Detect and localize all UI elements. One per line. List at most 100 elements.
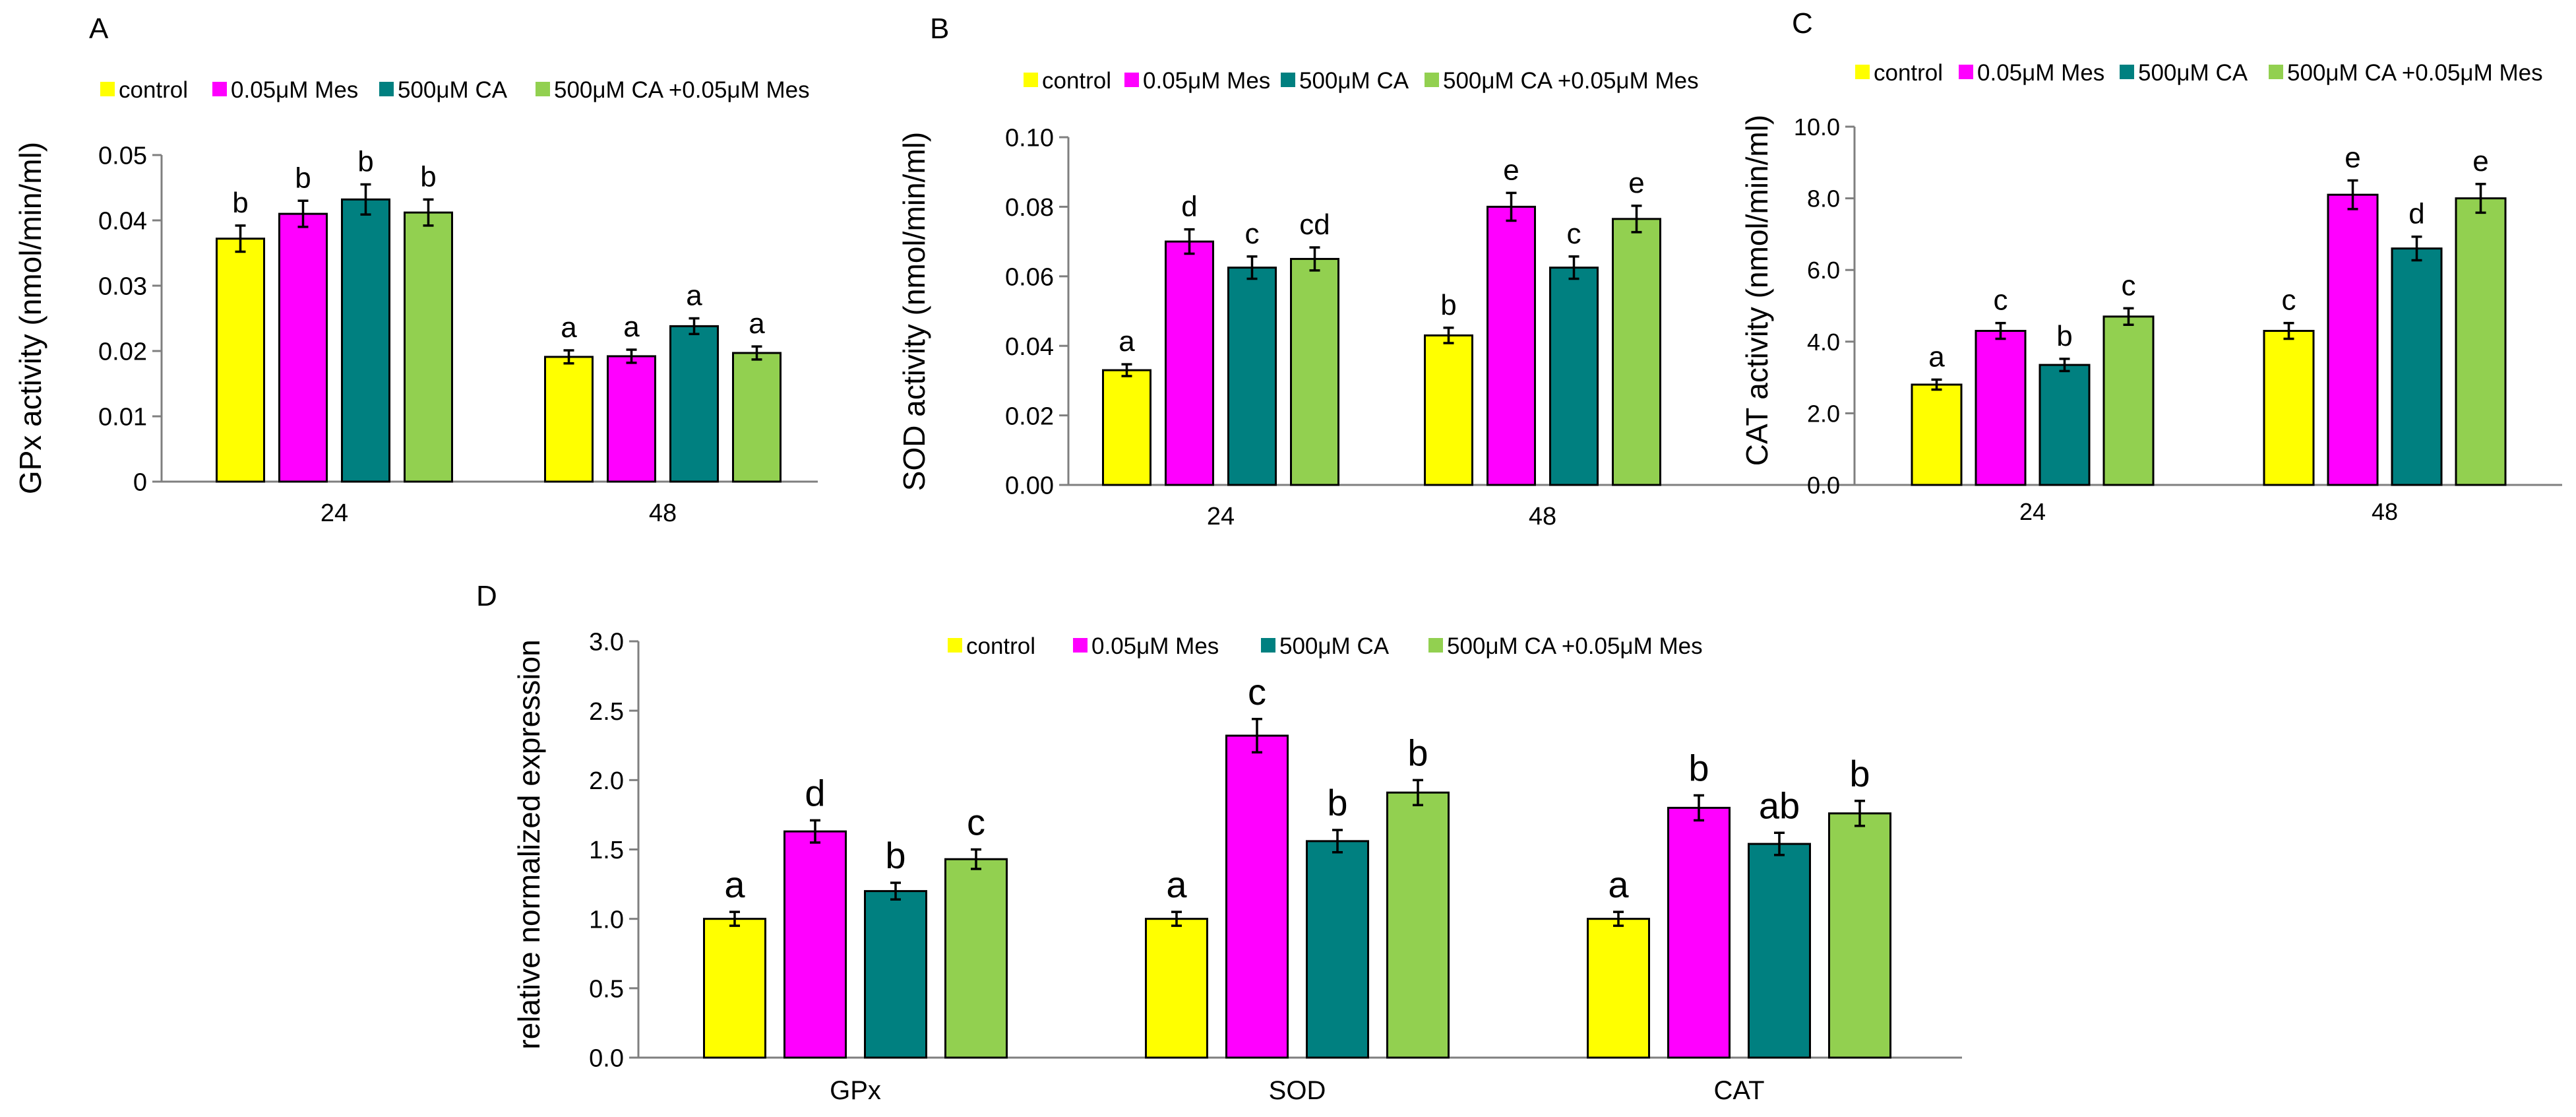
x-category-label-c-24: 24 <box>2019 498 2046 525</box>
legend-label-a-1: control <box>119 77 188 103</box>
x-category-label-d-gpx: GPx <box>830 1076 881 1105</box>
bar-a-48-s4 <box>732 352 782 483</box>
panel-b-letter: B <box>930 13 949 45</box>
bar-a-48-s2 <box>607 355 656 483</box>
y-tick-label-c-3: 6.0 <box>1807 257 1840 284</box>
error-bar-a-24-s4 <box>423 198 434 227</box>
y-tick-label-c-2: 4.0 <box>1807 329 1840 356</box>
y-tick-label-d-0: 0.0 <box>589 1045 624 1073</box>
legend-label-c-2: 0.05μM Mes <box>1977 60 2104 86</box>
bar-d-cat-s2 <box>1667 806 1731 1059</box>
legend-label-c-3: 500μM CA <box>2138 60 2248 86</box>
bar-c-48-s2 <box>2327 193 2379 486</box>
error-bar-d-gpx-s1 <box>729 910 740 927</box>
error-bar-d-sod-s1 <box>1171 910 1182 927</box>
bar-b-24-s2 <box>1165 240 1214 486</box>
y-axis-label-d: relative normalized expression <box>512 639 546 1049</box>
sig-letter-b-48-s1: b <box>1440 289 1456 321</box>
legend-swatch-d-2 <box>1073 638 1088 653</box>
error-bar-b-48-s2 <box>1506 191 1517 222</box>
legend-swatch-b-3 <box>1281 73 1295 87</box>
sig-letter-d-sod-s1: a <box>1166 864 1187 905</box>
bar-a-48-s3 <box>669 325 719 483</box>
sig-letter-a-48-s2: a <box>623 311 640 343</box>
y-tick-label-a-0: 0 <box>133 469 147 497</box>
bar-a-24-s3 <box>341 198 390 483</box>
sig-letter-b-48-s4: e <box>1628 167 1644 199</box>
error-bar-c-24-s2 <box>1995 321 2006 340</box>
error-bar-c-24-s3 <box>2059 358 2070 373</box>
legend-label-d-2: 0.05μM Mes <box>1091 633 1219 659</box>
sig-letter-a-48-s3: a <box>686 280 702 312</box>
error-bar-d-gpx-s3 <box>890 881 901 901</box>
error-bar-d-cat-s2 <box>1694 794 1704 822</box>
error-bar-c-48-s4 <box>2475 183 2486 214</box>
sig-letter-d-cat-s1: a <box>1608 864 1629 905</box>
y-tick-label-b-0: 0.00 <box>1005 472 1054 500</box>
y-tick-label-a-3: 0.03 <box>98 273 147 301</box>
sig-letter-d-gpx-s1: a <box>724 864 745 905</box>
sig-letter-a-24-s2: b <box>295 162 311 194</box>
error-bar-d-sod-s4 <box>1413 779 1423 806</box>
bar-b-24-s1 <box>1102 369 1151 486</box>
legend-label-d-4: 500μM CA +0.05μM Mes <box>1447 633 1703 659</box>
y-tick-label-d-2: 1.0 <box>589 906 624 934</box>
bar-a-24-s1 <box>216 238 265 483</box>
sig-letter-b-24-s2: d <box>1181 191 1197 223</box>
legend-swatch-c-4 <box>2269 65 2283 79</box>
legend-label-d-1: control <box>966 633 1035 659</box>
y-axis-label-a: GPx activity (nmol/min/ml) <box>13 142 47 494</box>
bar-c-48-s3 <box>2391 247 2443 486</box>
legend-label-c-1: control <box>1874 60 1943 86</box>
bar-d-sod-s1 <box>1145 918 1208 1059</box>
x-category-label-d-sod: SOD <box>1269 1076 1326 1105</box>
x-category-label-b-24: 24 <box>1207 503 1235 530</box>
error-bar-b-24-s3 <box>1246 255 1258 280</box>
y-tick-label-a-1: 0.01 <box>98 404 147 431</box>
bar-b-48-s4 <box>1612 218 1661 486</box>
y-tick-label-a-4: 0.04 <box>98 208 147 236</box>
x-category-label-d-cat: CAT <box>1713 1076 1764 1105</box>
sig-letter-b-48-s2: e <box>1503 154 1519 186</box>
y-tick-label-d-4: 2.0 <box>589 767 624 795</box>
panel-a-letter: A <box>89 13 109 45</box>
legend-swatch-d-1 <box>948 638 962 653</box>
error-bar-d-gpx-s2 <box>810 819 820 844</box>
bar-c-24-s2 <box>1975 330 2027 486</box>
legend-swatch-b-4 <box>1425 73 1439 87</box>
error-bar-b-24-s1 <box>1121 363 1132 377</box>
y-tick-label-b-3: 0.06 <box>1005 263 1054 291</box>
y-tick-label-b-4: 0.08 <box>1005 194 1054 222</box>
error-bar-d-cat-s4 <box>1855 800 1865 827</box>
error-bar-d-cat-s3 <box>1774 831 1785 856</box>
sig-letter-b-24-s1: a <box>1119 325 1135 358</box>
bar-a-24-s2 <box>278 212 328 483</box>
x-category-label-a-24: 24 <box>321 499 348 527</box>
y-tick-label-b-1: 0.02 <box>1005 402 1054 430</box>
legend-label-b-1: control <box>1042 68 1111 94</box>
y-tick-label-d-5: 2.5 <box>589 698 624 726</box>
sig-letter-d-sod-s3: b <box>1327 782 1347 823</box>
y-tick-label-b-2: 0.04 <box>1005 333 1054 361</box>
error-bar-b-48-s1 <box>1443 327 1454 344</box>
error-bar-d-sod-s2 <box>1252 718 1262 754</box>
sig-letter-d-cat-s4: b <box>1849 753 1870 794</box>
legend-label-a-2: 0.05μM Mes <box>231 77 358 103</box>
legend-swatch-a-4 <box>536 82 550 96</box>
legend-label-b-4: 500μM CA +0.05μM Mes <box>1443 68 1699 94</box>
error-bar-d-gpx-s4 <box>971 848 981 870</box>
sig-letter-c-24-s4: c <box>2122 269 2136 302</box>
legend-label-b-2: 0.05μM Mes <box>1143 68 1270 94</box>
bar-d-sod-s4 <box>1386 791 1450 1059</box>
bar-c-24-s1 <box>1911 383 1963 486</box>
sig-letter-c-48-s3: d <box>2408 198 2424 230</box>
legend-swatch-c-1 <box>1855 65 1870 79</box>
bar-b-48-s2 <box>1487 205 1536 486</box>
error-bar-d-cat-s1 <box>1613 910 1624 927</box>
error-bar-a-24-s2 <box>297 199 309 228</box>
x-category-label-c-48: 48 <box>2372 498 2398 525</box>
bar-b-48-s3 <box>1549 267 1599 486</box>
error-bar-c-48-s1 <box>2283 321 2294 340</box>
